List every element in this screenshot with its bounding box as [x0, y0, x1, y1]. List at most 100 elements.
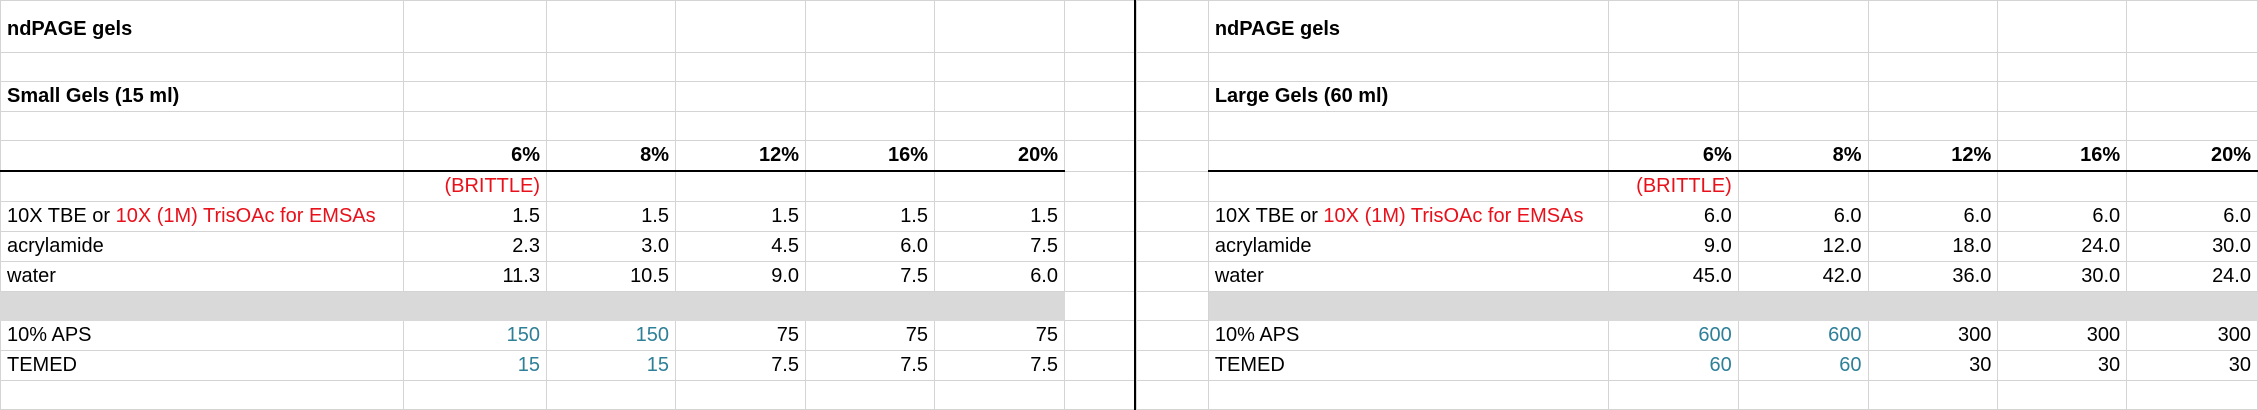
buffer-value[interactable]: 1.5	[934, 201, 1065, 232]
gray-fill-cell[interactable]	[403, 291, 547, 321]
temed-label[interactable]: TEMED	[1207, 350, 1609, 381]
gray-fill-cell[interactable]	[934, 291, 1065, 321]
temed-label[interactable]: TEMED	[0, 350, 404, 381]
percentage-header[interactable]: 20%	[934, 140, 1065, 172]
brittle-note[interactable]: (BRITTLE)	[403, 170, 547, 202]
empty-cell[interactable]	[546, 0, 676, 53]
empty-cell[interactable]	[1867, 81, 1999, 112]
empty-cell[interactable]	[1064, 140, 1135, 172]
empty-cell[interactable]	[1207, 52, 1609, 82]
buffer-value[interactable]: 6.0	[1607, 201, 1739, 232]
page-title[interactable]: ndPAGE gels	[1207, 0, 1609, 53]
empty-cell[interactable]	[934, 380, 1065, 410]
acrylamide-value[interactable]: 3.0	[546, 231, 676, 262]
empty-cell[interactable]	[1207, 111, 1609, 141]
gray-fill-cell[interactable]	[1207, 291, 1609, 321]
aps-value[interactable]: 150	[403, 320, 547, 351]
temed-value[interactable]: 60	[1607, 350, 1739, 381]
aps-value[interactable]: 300	[1997, 320, 2128, 351]
water-label[interactable]: water	[1207, 261, 1609, 292]
water-value[interactable]: 11.3	[403, 261, 547, 292]
empty-cell[interactable]	[1997, 111, 2128, 141]
empty-cell[interactable]	[1207, 380, 1609, 410]
empty-cell[interactable]	[403, 0, 547, 53]
empty-cell[interactable]	[1136, 231, 1209, 262]
empty-cell[interactable]	[0, 140, 404, 172]
temed-value[interactable]: 15	[403, 350, 547, 381]
empty-cell[interactable]	[2126, 52, 2258, 82]
percentage-header[interactable]: 12%	[675, 140, 806, 172]
acrylamide-value[interactable]: 24.0	[1997, 231, 2128, 262]
empty-cell[interactable]	[403, 81, 547, 112]
water-value[interactable]: 9.0	[675, 261, 806, 292]
empty-cell[interactable]	[1136, 81, 1209, 112]
water-value[interactable]: 42.0	[1737, 261, 1869, 292]
empty-cell[interactable]	[934, 170, 1065, 202]
empty-cell[interactable]	[1136, 380, 1209, 410]
empty-cell[interactable]	[1997, 380, 2128, 410]
empty-cell[interactable]	[1064, 291, 1135, 321]
empty-cell[interactable]	[1997, 170, 2128, 202]
acrylamide-value[interactable]: 6.0	[805, 231, 935, 262]
percentage-header[interactable]: 16%	[1997, 140, 2128, 172]
empty-cell[interactable]	[2126, 111, 2258, 141]
aps-value[interactable]: 75	[675, 320, 806, 351]
empty-cell[interactable]	[403, 52, 547, 82]
buffer-value[interactable]: 6.0	[2126, 201, 2258, 232]
water-label[interactable]: water	[0, 261, 404, 292]
empty-cell[interactable]	[675, 52, 806, 82]
empty-cell[interactable]	[403, 380, 547, 410]
temed-value[interactable]: 30	[1997, 350, 2128, 381]
empty-cell[interactable]	[934, 0, 1065, 53]
acrylamide-value[interactable]: 7.5	[934, 231, 1065, 262]
aps-value[interactable]: 600	[1737, 320, 1869, 351]
gray-fill-cell[interactable]	[675, 291, 806, 321]
acrylamide-value[interactable]: 9.0	[1607, 231, 1739, 262]
empty-cell[interactable]	[1064, 231, 1135, 262]
buffer-value[interactable]: 1.5	[546, 201, 676, 232]
empty-cell[interactable]	[675, 170, 806, 202]
empty-cell[interactable]	[1867, 380, 1999, 410]
gray-fill-cell[interactable]	[1607, 291, 1739, 321]
empty-cell[interactable]	[675, 0, 806, 53]
empty-cell[interactable]	[675, 81, 806, 112]
aps-label[interactable]: 10% APS	[1207, 320, 1609, 351]
empty-cell[interactable]	[1064, 81, 1135, 112]
percentage-header[interactable]: 6%	[403, 140, 547, 172]
aps-value[interactable]: 600	[1607, 320, 1739, 351]
empty-cell[interactable]	[546, 81, 676, 112]
empty-cell[interactable]	[1867, 0, 1999, 53]
empty-cell[interactable]	[1064, 0, 1135, 53]
empty-cell[interactable]	[1737, 52, 1869, 82]
empty-cell[interactable]	[1737, 170, 1869, 202]
water-value[interactable]: 30.0	[1997, 261, 2128, 292]
empty-cell[interactable]	[546, 170, 676, 202]
percentage-header[interactable]: 16%	[805, 140, 935, 172]
empty-cell[interactable]	[1136, 0, 1209, 53]
water-value[interactable]: 45.0	[1607, 261, 1739, 292]
temed-value[interactable]: 7.5	[675, 350, 806, 381]
gray-fill-cell[interactable]	[546, 291, 676, 321]
empty-cell[interactable]	[1136, 111, 1209, 141]
empty-cell[interactable]	[1136, 350, 1209, 381]
empty-cell[interactable]	[2126, 380, 2258, 410]
buffer-value[interactable]: 1.5	[675, 201, 806, 232]
empty-cell[interactable]	[546, 52, 676, 82]
water-value[interactable]: 36.0	[1867, 261, 1999, 292]
empty-cell[interactable]	[1607, 380, 1739, 410]
percentage-header[interactable]: 8%	[546, 140, 676, 172]
aps-value[interactable]: 150	[546, 320, 676, 351]
acrylamide-value[interactable]: 4.5	[675, 231, 806, 262]
empty-cell[interactable]	[934, 52, 1065, 82]
empty-cell[interactable]	[1064, 111, 1135, 141]
empty-cell[interactable]	[805, 111, 935, 141]
empty-cell[interactable]	[1207, 170, 1609, 202]
empty-cell[interactable]	[1737, 81, 1869, 112]
acrylamide-value[interactable]: 30.0	[2126, 231, 2258, 262]
empty-cell[interactable]	[1997, 52, 2128, 82]
aps-value[interactable]: 75	[934, 320, 1065, 351]
empty-cell[interactable]	[1136, 52, 1209, 82]
empty-cell[interactable]	[2126, 81, 2258, 112]
empty-cell[interactable]	[1607, 0, 1739, 53]
buffer-value[interactable]: 1.5	[403, 201, 547, 232]
